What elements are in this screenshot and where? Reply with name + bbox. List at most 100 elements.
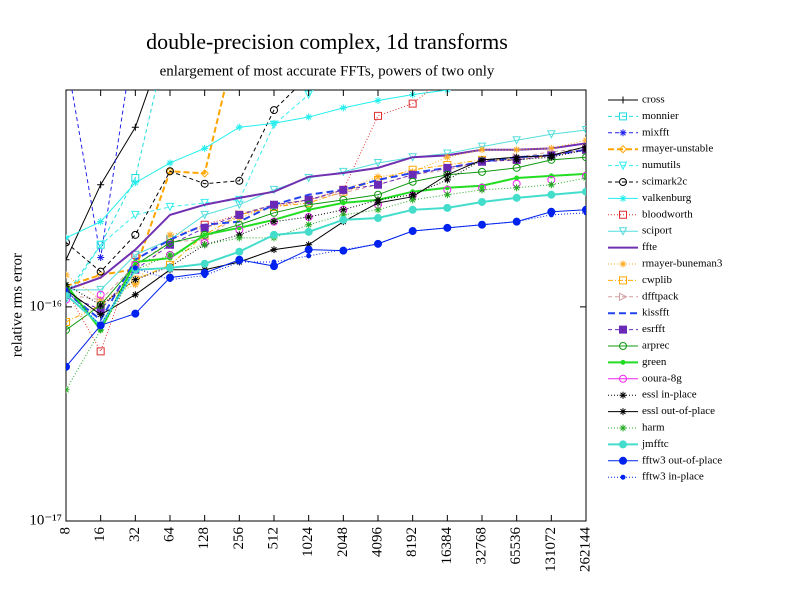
marker <box>98 322 104 328</box>
series-line <box>66 90 157 295</box>
marker <box>340 200 346 206</box>
legend-label: fftw3 in-place <box>642 471 704 483</box>
marker <box>66 238 70 247</box>
marker <box>236 259 242 265</box>
marker <box>547 181 555 189</box>
marker <box>619 292 628 302</box>
marker <box>270 230 278 239</box>
marker <box>512 163 521 172</box>
marker <box>200 198 209 208</box>
marker <box>619 194 627 202</box>
marker <box>513 146 521 154</box>
marker <box>618 144 628 154</box>
marker <box>97 311 105 319</box>
marker <box>305 213 313 221</box>
marker <box>443 203 452 212</box>
marker <box>304 227 313 236</box>
marker <box>131 250 140 260</box>
marker <box>66 325 70 334</box>
legend-label: ffte <box>642 241 657 253</box>
marker <box>66 386 70 394</box>
marker <box>305 113 313 121</box>
legend-label: bloodworth <box>642 208 693 220</box>
series-line <box>66 177 586 391</box>
marker <box>340 247 346 253</box>
marker <box>269 185 279 195</box>
y-tick-label: 10⁻¹⁷ <box>29 512 62 528</box>
marker <box>200 210 209 220</box>
marker <box>619 260 627 268</box>
marker <box>96 290 105 299</box>
x-tick-label: 16 <box>92 527 108 543</box>
legend-label: rmayer-buneman3 <box>642 258 723 270</box>
marker <box>443 153 451 161</box>
marker <box>443 163 452 172</box>
legend-label: cross <box>642 94 665 106</box>
marker <box>165 202 175 212</box>
marker <box>339 211 347 219</box>
marker <box>619 391 627 399</box>
marker <box>443 171 451 179</box>
marker <box>443 149 452 159</box>
marker <box>270 208 278 217</box>
marker <box>200 259 209 268</box>
marker <box>66 256 70 264</box>
marker <box>131 210 140 220</box>
x-tick-label: 128 <box>196 527 212 550</box>
marker <box>202 273 208 279</box>
marker <box>97 326 105 334</box>
marker <box>619 276 627 285</box>
marker <box>66 287 69 293</box>
marker <box>478 186 486 194</box>
marker <box>270 246 278 254</box>
x-tick-label: 2048 <box>335 527 351 557</box>
marker <box>339 206 347 214</box>
marker <box>271 259 277 265</box>
legend-label: sciport <box>642 225 672 237</box>
marker <box>408 99 417 108</box>
series-line <box>66 90 314 300</box>
x-tick-label: 32768 <box>473 527 489 565</box>
marker <box>547 190 556 199</box>
marker <box>97 254 105 262</box>
marker <box>270 119 278 127</box>
x-tick-label: 256 <box>231 527 247 550</box>
marker <box>619 325 627 334</box>
marker <box>619 408 627 416</box>
marker <box>66 271 70 279</box>
marker <box>200 169 209 178</box>
series-line <box>66 146 586 316</box>
marker <box>270 218 278 226</box>
marker <box>166 231 174 239</box>
marker <box>548 212 554 218</box>
marker <box>66 234 70 242</box>
legend-label: fftw3 out-of-place <box>642 454 722 466</box>
marker <box>619 112 627 121</box>
marker <box>619 374 627 383</box>
marker <box>374 180 382 189</box>
marker <box>166 167 174 176</box>
x-tick-label: 1024 <box>300 527 316 558</box>
marker <box>96 267 105 276</box>
marker <box>479 222 485 228</box>
chart-subtitle: enlargement of most accurate FFTs, power… <box>160 63 495 79</box>
marker <box>512 136 521 145</box>
marker <box>235 200 244 210</box>
x-tick-label: 8192 <box>404 527 420 557</box>
x-tick-label: 32 <box>127 527 143 542</box>
marker <box>514 219 520 225</box>
series-line <box>66 90 226 288</box>
marker <box>306 253 312 259</box>
marker <box>270 200 278 209</box>
marker <box>619 424 627 432</box>
legend-label: mixfft <box>642 126 669 138</box>
series-line <box>66 156 586 331</box>
marker <box>582 153 586 162</box>
marker <box>408 177 417 186</box>
marker <box>132 265 138 271</box>
marker <box>582 171 586 180</box>
marker <box>66 362 70 371</box>
series-line <box>66 129 586 291</box>
legend-label: rmayer-unstable <box>642 143 713 155</box>
